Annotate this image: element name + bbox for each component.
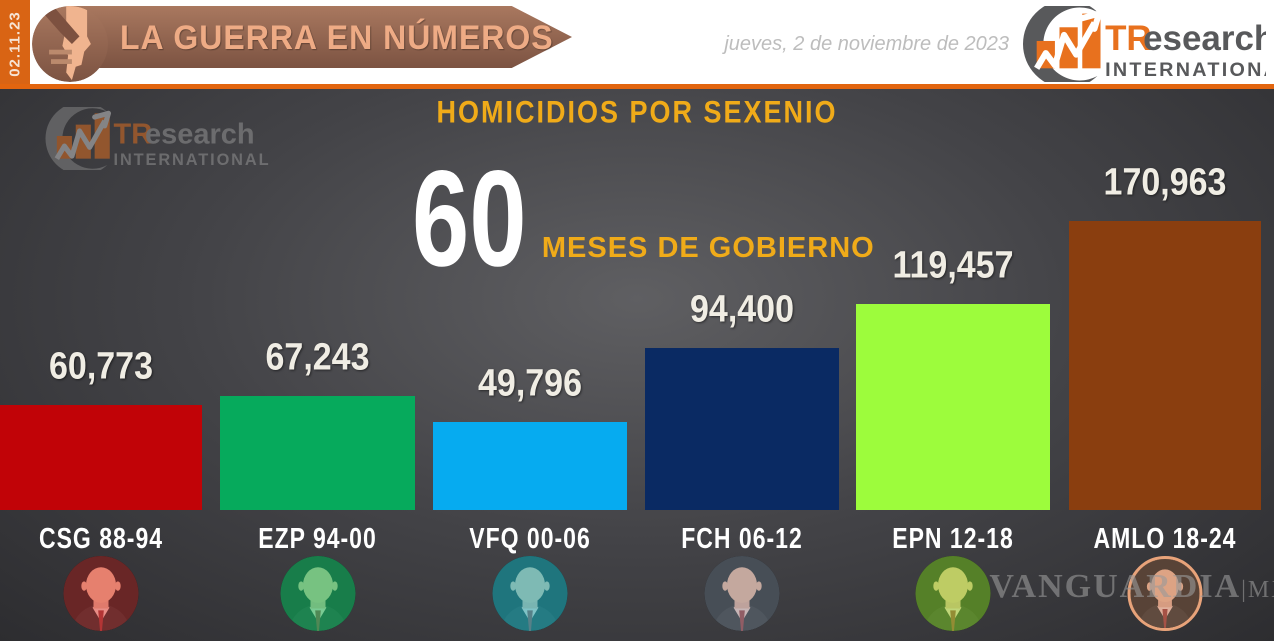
svg-text:INTERNATIONAL: INTERNATIONAL (1105, 59, 1266, 81)
svg-text:esearch: esearch (1143, 19, 1266, 58)
